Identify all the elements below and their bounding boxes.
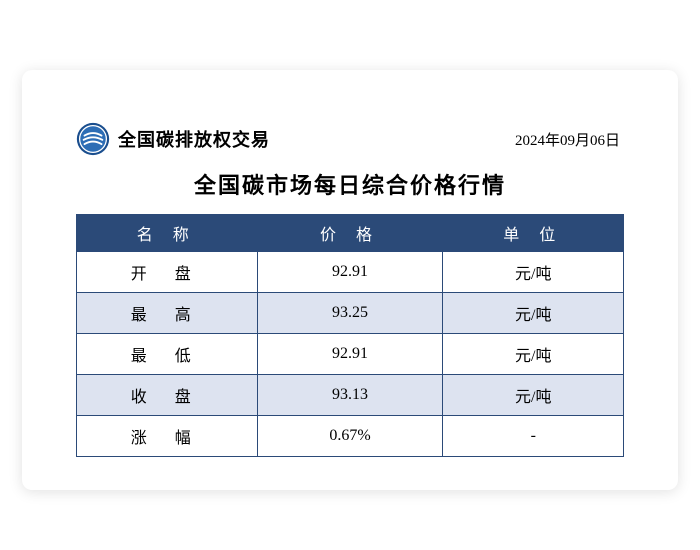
cell-name: 开 盘 (77, 252, 258, 293)
cell-unit: - (443, 416, 624, 457)
cell-name: 收 盘 (77, 375, 258, 416)
cell-price: 92.91 (257, 252, 443, 293)
cell-name: 最 低 (77, 334, 258, 375)
cell-name: 涨 幅 (77, 416, 258, 457)
table-row: 开 盘92.91元/吨 (77, 252, 624, 293)
cell-price: 92.91 (257, 334, 443, 375)
cell-unit: 元/吨 (443, 334, 624, 375)
logo-wrap: 全国碳排放权交易 (76, 122, 270, 156)
price-table: 名 称 价 格 单 位 开 盘92.91元/吨最 高93.25元/吨最 低92.… (76, 214, 624, 457)
table-body: 开 盘92.91元/吨最 高93.25元/吨最 低92.91元/吨收 盘93.1… (77, 252, 624, 457)
cell-unit: 元/吨 (443, 375, 624, 416)
cell-name: 最 高 (77, 293, 258, 334)
header-row: 全国碳排放权交易 2024年09月06日 (76, 122, 624, 156)
cell-price: 93.13 (257, 375, 443, 416)
exchange-logo-icon (76, 122, 110, 156)
price-card: 全国碳排放权交易 2024年09月06日 全国碳市场每日综合价格行情 名 称 价… (22, 70, 678, 490)
col-header-price: 价 格 (257, 215, 443, 252)
table-header-row: 名 称 价 格 单 位 (77, 215, 624, 252)
cell-unit: 元/吨 (443, 252, 624, 293)
table-row: 涨 幅0.67%- (77, 416, 624, 457)
report-date: 2024年09月06日 (515, 129, 620, 150)
cell-price: 93.25 (257, 293, 443, 334)
col-header-name: 名 称 (77, 215, 258, 252)
report-title: 全国碳市场每日综合价格行情 (76, 168, 624, 200)
col-header-unit: 单 位 (443, 215, 624, 252)
table-row: 最 低92.91元/吨 (77, 334, 624, 375)
table-row: 收 盘93.13元/吨 (77, 375, 624, 416)
cell-price: 0.67% (257, 416, 443, 457)
table-row: 最 高93.25元/吨 (77, 293, 624, 334)
logo-text: 全国碳排放权交易 (118, 126, 270, 152)
cell-unit: 元/吨 (443, 293, 624, 334)
